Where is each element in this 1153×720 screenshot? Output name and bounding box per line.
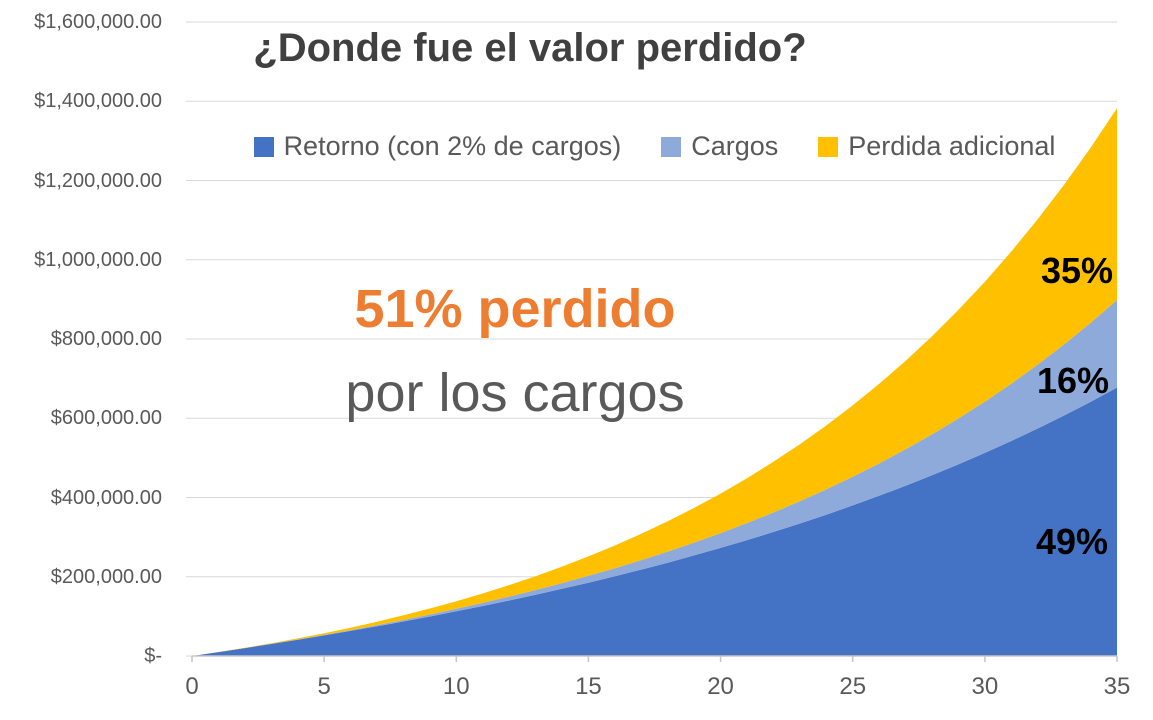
y-axis-tick-label: $400,000.00	[50, 486, 162, 509]
segment-percentage-cargos: 16%	[1036, 360, 1110, 401]
y-axis-tick-label: $1,000,000.00	[34, 248, 162, 271]
x-axis-tick-label: 20	[707, 673, 734, 700]
legend: Retorno (con 2% de cargos) Cargos Perdida …	[192, 131, 1117, 162]
y-axis-tick-label: $600,000.00	[50, 407, 162, 430]
legend-swatch-retorno	[253, 136, 274, 157]
legend-label-cargos: Cargos	[691, 131, 779, 161]
x-axis-tick-label: 0	[185, 673, 199, 700]
legend-swatch-perdida-adicional	[818, 136, 839, 157]
y-axis-tick-label: $1,400,000.00	[34, 90, 162, 113]
legend-swatch-cargos	[661, 136, 682, 157]
legend-item-retorno: Retorno (con 2% de cargos)	[253, 131, 622, 162]
y-axis-tick-label: $1,200,000.00	[34, 169, 162, 192]
area-retorno	[192, 387, 1117, 656]
x-axis-tick-label: 25	[839, 673, 867, 700]
x-axis-tick-label: 30	[971, 673, 999, 700]
legend-label-perdida-adicional: Perdida adicional	[848, 131, 1056, 161]
y-axis-tick-label: $200,000.00	[50, 565, 162, 588]
x-axis-tick-label: 15	[575, 673, 602, 700]
legend-item-cargos: Cargos	[661, 131, 778, 162]
x-axis-tick-label: 35	[1103, 673, 1131, 700]
x-axis-tick-label: 5	[317, 673, 331, 700]
annotation-por-los-cargos: por los cargos	[345, 363, 685, 423]
x-axis-tick-label: 10	[442, 673, 470, 700]
legend-label-retorno: Retorno (con 2% de cargos)	[283, 131, 622, 161]
y-axis-tick-label: $1,600,000.00	[34, 11, 162, 33]
y-axis-tick-label: $800,000.00	[50, 328, 162, 350]
area-perdida-adicional	[192, 108, 1117, 656]
chart-title: ¿Donde fue el valor perdido?	[253, 26, 807, 70]
segment-percentage-perdida-adicional: 35%	[1040, 250, 1114, 291]
legend-item-perdida-adicional: Perdida adicional	[818, 131, 1055, 162]
y-axis-tick-label: $-	[144, 645, 162, 667]
annotation-51-perdido: 51% perdido	[354, 279, 676, 339]
segment-percentage-retorno: 49%	[1035, 521, 1109, 562]
